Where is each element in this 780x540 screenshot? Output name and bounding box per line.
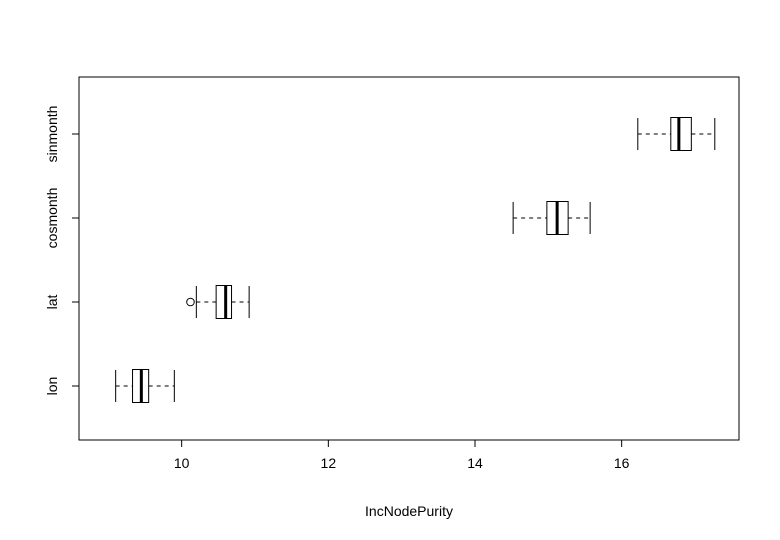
y-tick-label-sinmonth: sinmonth [44,106,60,163]
y-axis: lon lat cosmonth sinmonth [44,106,80,396]
x-axis: 10 12 14 16 [174,439,630,471]
outlier-lat-0 [186,297,195,307]
x-tick-label-16: 16 [614,455,630,471]
x-tick-label-12: 12 [321,455,337,471]
x-tick-label-14: 14 [467,455,483,471]
boxes-group [115,117,716,403]
plot-frame [78,76,740,441]
box-lat [215,285,233,319]
y-tick-label-cosmonth: cosmonth [44,188,60,249]
box-sinmonth [670,117,692,151]
x-tick-label-10: 10 [174,455,190,471]
y-tick-label-lat: lat [44,295,60,310]
x-axis-title: IncNodePurity [365,503,453,519]
y-tick-label-lon: lon [44,377,60,396]
